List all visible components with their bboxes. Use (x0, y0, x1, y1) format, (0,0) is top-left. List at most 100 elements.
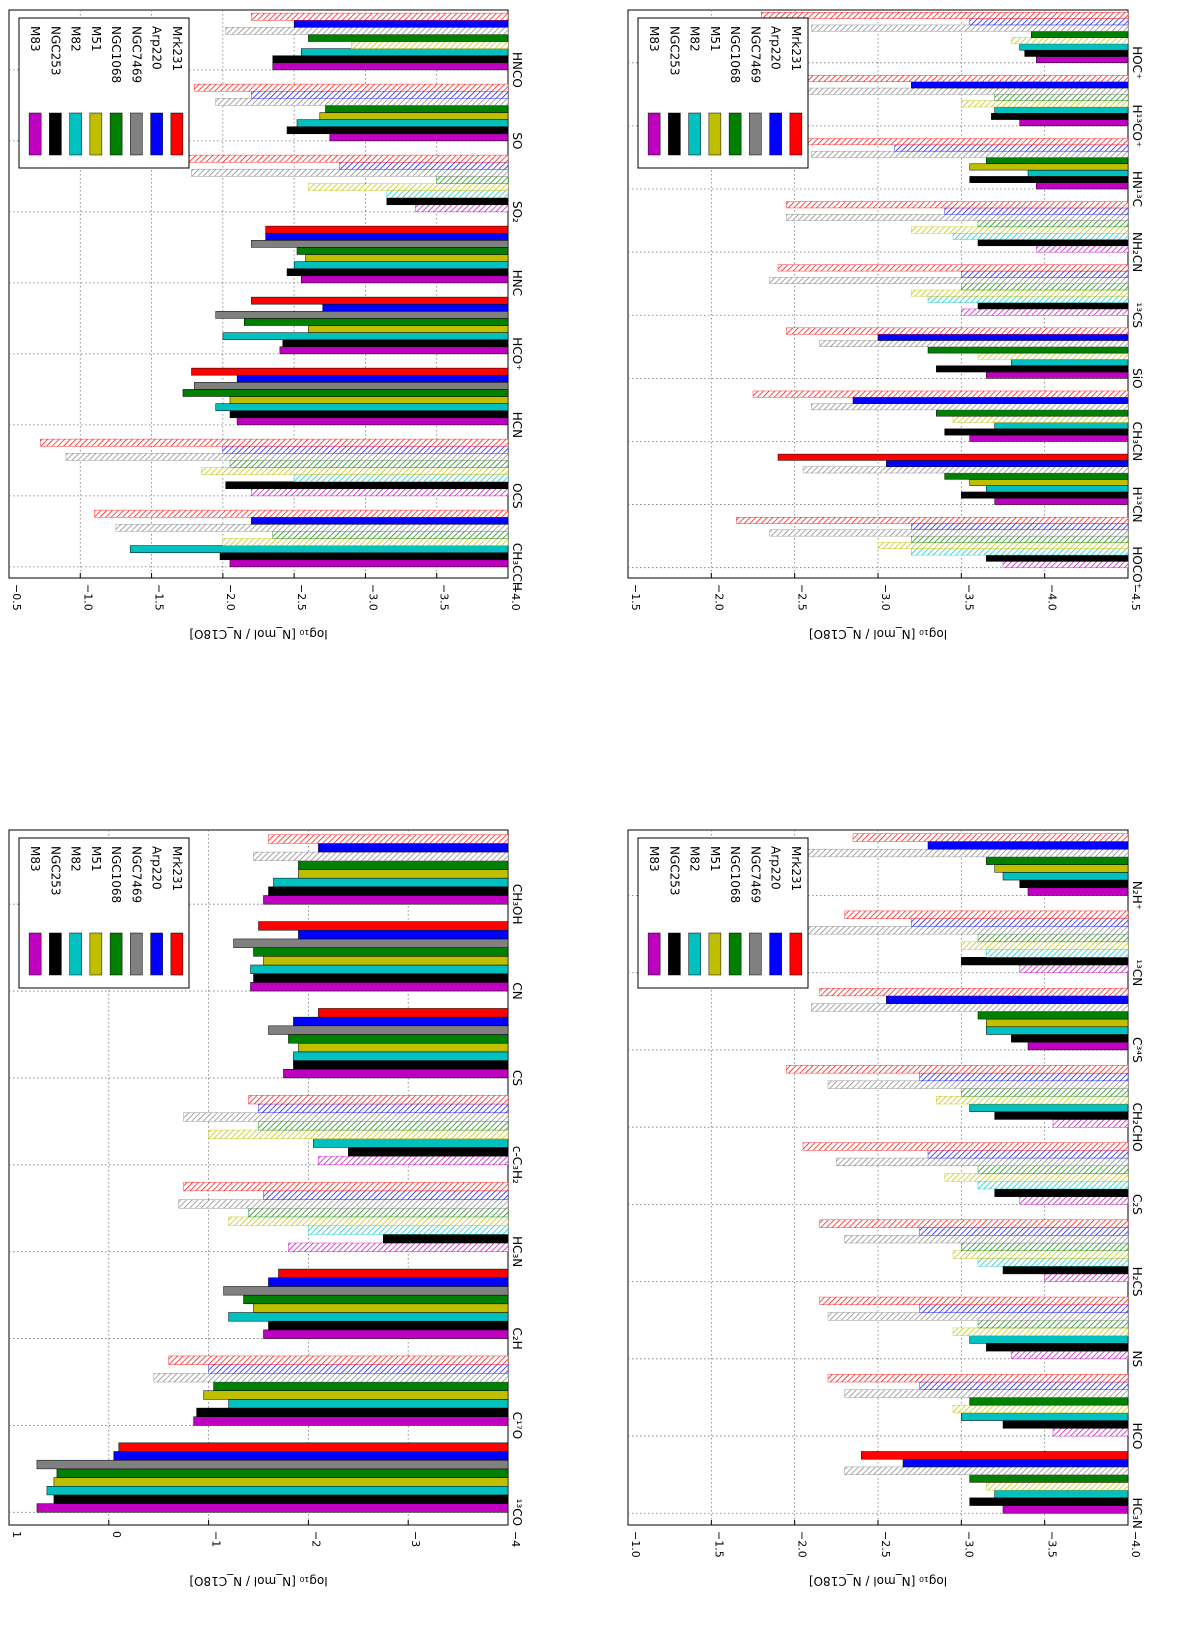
bar-ngc7469-upper-limit (786, 214, 1129, 221)
bar-ngc1068-upper-limit (961, 1088, 1129, 1097)
bar-mrk231-upper-limit (194, 83, 509, 92)
bar-m82 (994, 422, 1129, 430)
bar-ngc253 (229, 410, 509, 419)
bar-arp220 (293, 1016, 509, 1027)
bar-ngc253 (986, 1343, 1129, 1352)
bar-mrk231-upper-limit (802, 1142, 1129, 1151)
bar-ngc253 (286, 126, 509, 135)
value-tick-label: −4 (509, 1531, 522, 1547)
bar-m83-upper-limit (288, 1242, 509, 1252)
bar-ngc253 (386, 197, 509, 206)
bar-ngc7469-upper-limit (191, 169, 509, 177)
bar-ngc1068-upper-limit (272, 531, 509, 539)
bar-m51-upper-limit (350, 41, 509, 49)
bar-m83 (329, 133, 509, 142)
legend-entry-ngc7469: NGC7469 (129, 846, 143, 903)
category-label: ¹³CO (510, 1499, 524, 1526)
bar-m83 (236, 417, 509, 426)
category-label: HNCO (510, 52, 524, 88)
value-tick-label: −3 (409, 1531, 422, 1547)
category-label: NH₂CN (1130, 232, 1144, 272)
bar-m51-upper-limit (952, 416, 1129, 423)
value-tick-label: −1.5 (153, 584, 166, 611)
bar-m51-upper-limit (936, 1096, 1129, 1105)
bar-m82-upper-limit (308, 1225, 509, 1235)
bar-ngc1068 (296, 247, 509, 255)
bar-mrk231-upper-limit (248, 1095, 509, 1105)
category-label: HC₃N (510, 1236, 524, 1267)
legend-entry-m82: M82 (688, 846, 702, 872)
bar-arp220-upper-limit (919, 1381, 1129, 1390)
value-tick-label: −2.5 (796, 584, 809, 611)
legend-swatch-m51 (89, 112, 103, 156)
legend-swatch-arp220 (769, 112, 782, 156)
bar-m82-upper-limit (386, 190, 509, 198)
bar-mrk231 (278, 1268, 509, 1278)
category-label: OCS (510, 483, 524, 508)
bar-ngc253 (253, 973, 509, 983)
bar-arp220 (322, 303, 509, 312)
legend-swatch-ngc253 (49, 932, 62, 976)
bar-mrk231-upper-limit (752, 75, 1129, 82)
bar-ngc1068 (944, 472, 1129, 480)
value-tick-label: 0 (110, 1531, 123, 1538)
bar-ngc1068 (243, 1294, 509, 1305)
bar-m51 (969, 163, 1129, 171)
bar-m51-upper-limit (201, 467, 509, 475)
bar-m82 (994, 1489, 1129, 1499)
bar-ngc253 (383, 1234, 509, 1244)
bar-m51-upper-limit (986, 1482, 1129, 1491)
bar-ngc7469-upper-limit (802, 466, 1129, 474)
bar-m51 (203, 1390, 509, 1400)
bar-ngc1068 (288, 1034, 509, 1044)
bar-mrk231-upper-limit (819, 987, 1129, 997)
category-label: c-C₃H₂ (510, 1146, 524, 1184)
bar-ngc253 (225, 481, 509, 490)
legend-swatch-mrk231 (170, 112, 184, 156)
bar-m82 (296, 119, 509, 127)
bar-m82 (215, 403, 509, 411)
value-tick-label: 1 (10, 1531, 23, 1538)
bar-ngc253 (994, 1188, 1129, 1197)
bar-ngc7469-upper-limit (844, 1235, 1129, 1244)
bar-mrk231 (258, 921, 509, 931)
bar-arp220-upper-limit (339, 161, 509, 170)
bar-arp220-upper-limit (251, 90, 509, 99)
bar-ngc7469 (36, 1459, 509, 1470)
bar-arp220-upper-limit (208, 1364, 509, 1374)
bar-ngc1068 (927, 346, 1129, 354)
bar-ngc7469-upper-limit (819, 340, 1129, 348)
bar-ngc253 (293, 1060, 509, 1070)
category-label: CH₃CN (1130, 422, 1144, 462)
bar-m51-upper-limit (222, 538, 509, 546)
bar-ngc253 (977, 302, 1129, 310)
bar-m82-upper-limit (977, 1258, 1129, 1267)
bar-m51 (229, 396, 509, 404)
bar-m83 (1036, 56, 1129, 64)
category-label: ¹³CS (1130, 302, 1144, 328)
bar-m51 (319, 112, 509, 120)
bar-arp220 (886, 995, 1129, 1004)
legend-swatch-m51 (708, 112, 722, 156)
value-tick-label: −0.5 (10, 584, 23, 611)
bar-m51-upper-limit (911, 226, 1129, 234)
category-label: HOC⁺ (1130, 46, 1144, 79)
bar-mrk231-upper-limit (819, 1296, 1129, 1305)
bar-ngc1068 (977, 1011, 1129, 1020)
legend: M83 NGC253 M82 M51 NGC1068 NGC7469 Arp220 Mrk23… (637, 17, 809, 169)
bar-m51-upper-limit (952, 1250, 1129, 1259)
legend-swatch-ngc1068 (109, 112, 123, 156)
bar-m82 (293, 261, 509, 269)
bar-m51 (298, 869, 509, 879)
legend-swatch-ngc1068 (728, 932, 742, 976)
bar-ngc7469-upper-limit (811, 24, 1129, 32)
bar-ngc253 (994, 1111, 1129, 1120)
legend-entry-m83: M83 (28, 26, 42, 52)
bar-arp220-upper-limit (919, 1304, 1129, 1313)
bar-m83 (1002, 1505, 1129, 1514)
bar-m83 (250, 982, 509, 992)
bar-ngc1068 (936, 409, 1129, 417)
bar-mrk231-upper-limit (844, 910, 1129, 919)
bar-ngc7469 (268, 1025, 509, 1035)
bar-arp220 (298, 930, 509, 940)
